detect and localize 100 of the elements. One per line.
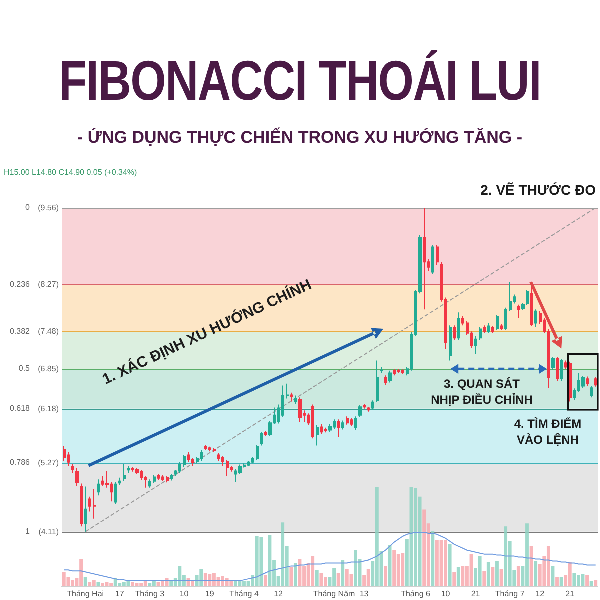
bar: [534, 561, 538, 586]
y-tick-label: (7.48): [38, 327, 60, 336]
x-tick-label: 12: [536, 590, 546, 598]
bar: [586, 575, 589, 586]
x-tick-label: 21: [471, 590, 481, 598]
bar: [84, 577, 88, 586]
x-tick-label: Tháng 7: [495, 590, 526, 598]
x-tick-label: 19: [205, 590, 215, 598]
bar: [546, 546, 550, 586]
bar: [341, 560, 345, 586]
candlestick: [328, 424, 332, 433]
bar: [560, 577, 564, 586]
candlestick: [200, 450, 203, 462]
bar: [491, 567, 495, 586]
bar: [448, 544, 452, 586]
candlestick: [431, 244, 434, 274]
candlestick: [88, 496, 91, 512]
chart-subtitle: - ỨNG DỤNG THỰC CHIẾN TRONG XU HƯỚNG TĂNG -: [76, 128, 524, 148]
bar: [530, 546, 534, 586]
candlestick: [358, 404, 362, 418]
candlestick: [213, 448, 216, 453]
candlestick: [320, 424, 323, 435]
bar: [576, 575, 580, 586]
text: 2. VẼ THƯỚC ĐO: [480, 182, 596, 198]
bar: [92, 580, 96, 586]
bar: [482, 571, 486, 586]
x-tick-label: 10: [441, 590, 451, 598]
candlestick: [260, 432, 263, 446]
y-tick-label: (9.56): [38, 204, 60, 212]
candlestick: [93, 488, 96, 520]
bar: [221, 576, 225, 586]
candlestick: [123, 464, 126, 482]
candlestick: [586, 376, 589, 387]
candlestick: [157, 474, 160, 481]
candlestick: [393, 368, 396, 376]
bar: [148, 583, 152, 586]
candlestick: [286, 383, 289, 400]
bar: [110, 583, 114, 586]
annotation: 3. QUAN SÁT NHỊP ĐIỀU CHỈNH: [430, 376, 534, 408]
bar: [96, 582, 100, 586]
bar: [320, 573, 324, 586]
bar: [126, 581, 130, 586]
x-tick-label: 17: [115, 590, 125, 598]
candlestick: [127, 465, 130, 474]
bar: [80, 559, 84, 586]
candlestick: [294, 395, 297, 405]
candlestick: [436, 244, 439, 266]
candlestick: [114, 481, 117, 504]
x-tick-label: Tháng Hai: [67, 590, 104, 598]
bar: [255, 536, 259, 586]
bar: [392, 550, 396, 586]
bar: [461, 566, 465, 586]
candlestick: [453, 325, 456, 342]
bar: [101, 583, 104, 586]
candlestick: [483, 325, 486, 334]
bar: [384, 566, 388, 586]
text: 0.618: [8, 404, 30, 414]
bar: [264, 575, 268, 586]
bar: [152, 581, 156, 586]
bar: [234, 581, 238, 586]
candlestick: [221, 456, 224, 466]
bar: [144, 581, 148, 586]
x-tick-label: Tháng 4: [230, 590, 260, 598]
bar: [486, 562, 490, 586]
candlestick: [217, 452, 220, 462]
text: 0: [24, 203, 30, 213]
candlestick: [208, 446, 211, 452]
x-tick-label: Tháng 6: [401, 590, 431, 598]
candlestick: [204, 444, 207, 451]
candlestick: [388, 370, 392, 384]
bar: [204, 573, 208, 586]
candlestick: [341, 420, 344, 430]
candlestick: [170, 474, 173, 482]
bar: [140, 583, 144, 586]
bar: [452, 572, 456, 586]
bar: [401, 553, 405, 586]
candlestick: [517, 304, 520, 320]
bar: [516, 566, 520, 586]
candlestick: [354, 416, 357, 431]
candlestick: [384, 375, 387, 386]
candlestick: [556, 356, 559, 382]
bar: [375, 487, 379, 586]
candlestick: [581, 376, 585, 389]
bar: [88, 582, 92, 586]
bar: [366, 569, 370, 586]
bar: [568, 562, 572, 586]
candlestick: [247, 460, 250, 468]
bar: [431, 532, 435, 586]
candlestick: [290, 392, 293, 402]
x-tick-label: 13: [360, 590, 370, 598]
candlestick: [496, 314, 499, 331]
candlestick: [564, 360, 567, 370]
y-tick-label: (6.18): [38, 404, 60, 414]
candlestick: [594, 376, 597, 388]
candlestick: [153, 474, 156, 484]
text: 1: [24, 526, 30, 537]
candlestick: [148, 479, 151, 488]
x-tick-label: 12: [274, 590, 284, 598]
bar: [170, 581, 174, 586]
candlestick: [376, 360, 379, 403]
